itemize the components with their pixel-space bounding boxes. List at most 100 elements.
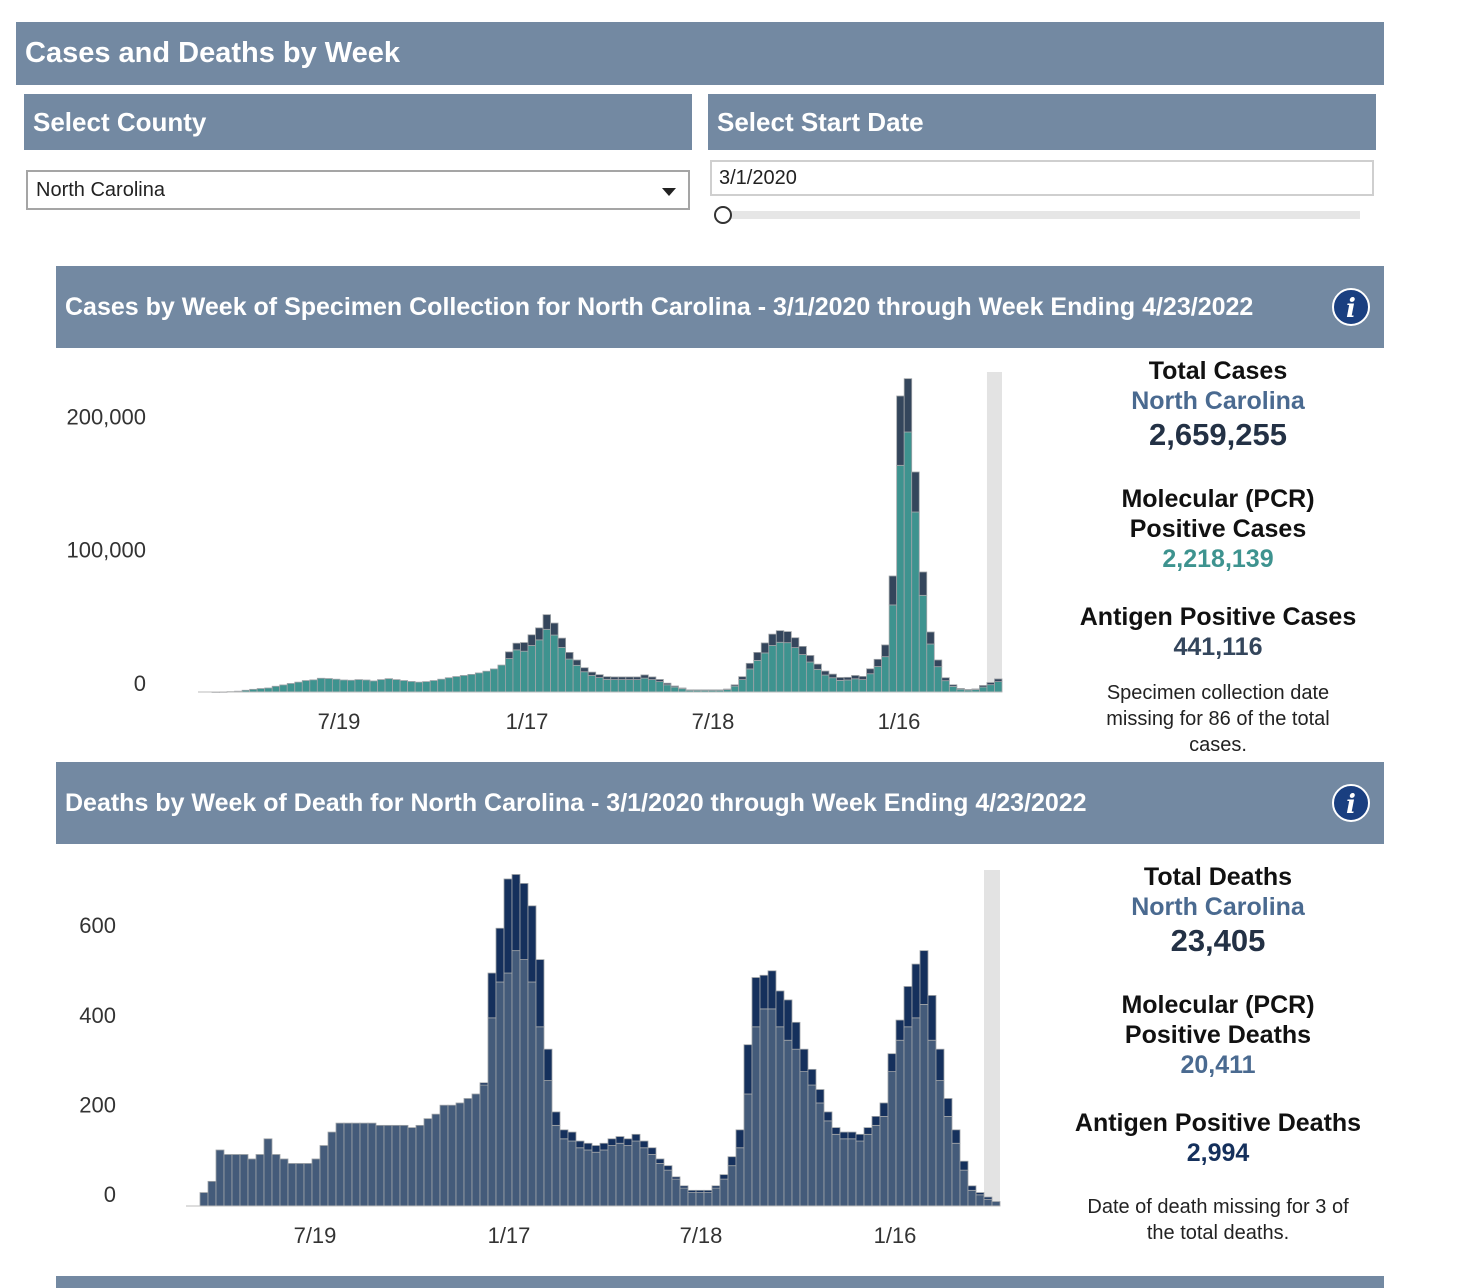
bar-antigen[interactable] [926, 631, 935, 645]
bar-pcr[interactable] [863, 1133, 873, 1207]
bar-pcr[interactable] [632, 679, 642, 693]
bar-pcr[interactable] [535, 1026, 545, 1207]
bar-pcr[interactable] [444, 677, 454, 693]
bar-pcr[interactable] [495, 981, 505, 1207]
bar-pcr[interactable] [933, 666, 943, 693]
bar-antigen[interactable] [813, 663, 822, 670]
bar-pcr[interactable] [474, 672, 484, 693]
bar-pcr[interactable] [903, 431, 913, 693]
bar-pcr[interactable] [805, 661, 815, 693]
bar-antigen[interactable] [873, 658, 883, 667]
bar-pcr[interactable] [511, 950, 521, 1207]
bar-pcr[interactable] [711, 1187, 721, 1207]
bar-antigen[interactable] [836, 677, 845, 681]
bar-pcr[interactable] [557, 647, 567, 693]
bar-antigen[interactable] [567, 1131, 577, 1142]
bar-pcr[interactable] [617, 679, 627, 693]
bar-antigen[interactable] [745, 662, 755, 670]
bar-pcr[interactable] [383, 1124, 393, 1207]
bar-pcr[interactable] [575, 1147, 585, 1207]
bar-antigen[interactable] [640, 674, 649, 679]
bar-antigen[interactable] [753, 651, 762, 661]
bar-antigen[interactable] [881, 644, 890, 658]
bar-pcr[interactable] [580, 671, 589, 693]
bar-pcr[interactable] [775, 641, 785, 693]
bar-antigen[interactable] [791, 1021, 801, 1050]
bar-pcr[interactable] [655, 1163, 665, 1207]
bar-antigen[interactable] [783, 999, 793, 1041]
bar-pcr[interactable] [858, 679, 867, 693]
bar-pcr[interactable] [279, 684, 288, 693]
bar-pcr[interactable] [911, 1017, 921, 1207]
bar-antigen[interactable] [575, 1140, 585, 1149]
bar-pcr[interactable] [735, 1147, 745, 1207]
start-date-slider-track[interactable] [722, 211, 1360, 219]
bar-antigen[interactable] [738, 676, 747, 680]
bar-pcr[interactable] [567, 1140, 577, 1207]
bar-pcr[interactable] [347, 679, 356, 693]
bar-pcr[interactable] [239, 1154, 249, 1207]
bar-pcr[interactable] [911, 511, 920, 693]
bar-pcr[interactable] [815, 1102, 825, 1207]
bar-antigen[interactable] [565, 651, 574, 660]
bar-pcr[interactable] [730, 685, 740, 693]
bar-pcr[interactable] [873, 666, 883, 693]
bar-antigen[interactable] [730, 684, 740, 687]
bar-pcr[interactable] [631, 1140, 641, 1207]
bar-pcr[interactable] [343, 1122, 353, 1207]
bar-pcr[interactable] [565, 658, 574, 693]
bar-pcr[interactable] [595, 677, 604, 693]
bar-pcr[interactable] [991, 1201, 1001, 1207]
bar-antigen[interactable] [678, 687, 687, 690]
bar-pcr[interactable] [655, 681, 664, 693]
bar-antigen[interactable] [783, 631, 792, 644]
bar-antigen[interactable] [647, 676, 657, 680]
bar-pcr[interactable] [979, 686, 988, 693]
bar-antigen[interactable] [527, 634, 536, 646]
bar-pcr[interactable] [375, 1124, 385, 1207]
bar-pcr[interactable] [625, 679, 634, 693]
bar-antigen[interactable] [703, 1189, 713, 1193]
bar-pcr[interactable] [324, 678, 333, 693]
bar-antigen[interactable] [896, 395, 905, 466]
bar-pcr[interactable] [831, 1133, 841, 1207]
bar-antigen[interactable] [951, 1129, 961, 1144]
county-select[interactable]: North Carolina [26, 170, 690, 210]
bar-antigen[interactable] [879, 1102, 889, 1117]
bar-antigen[interactable] [975, 1192, 985, 1196]
bar-antigen[interactable] [828, 673, 837, 679]
bar-antigen[interactable] [863, 1127, 873, 1135]
bar-pcr[interactable] [791, 1048, 801, 1207]
bar-antigen[interactable] [807, 1068, 817, 1086]
bar-antigen[interactable] [911, 963, 921, 1019]
bar-pcr[interactable] [231, 1154, 241, 1207]
bar-pcr[interactable] [271, 685, 281, 693]
bar-pcr[interactable] [399, 1124, 409, 1207]
bar-antigen[interactable] [495, 927, 505, 983]
bar-pcr[interactable] [983, 1198, 993, 1207]
bar-pcr[interactable] [888, 604, 898, 693]
bar-pcr[interactable] [583, 1149, 593, 1207]
bar-pcr[interactable] [309, 679, 318, 693]
bar-antigen[interactable] [617, 676, 627, 680]
bar-pcr[interactable] [459, 675, 469, 693]
bar-pcr[interactable] [452, 676, 461, 693]
bar-pcr[interactable] [881, 656, 890, 693]
bar-pcr[interactable] [415, 1124, 425, 1207]
bar-antigen[interactable] [503, 878, 513, 974]
bar-pcr[interactable] [879, 1115, 889, 1207]
bar-pcr[interactable] [542, 628, 551, 693]
bar-antigen[interactable] [607, 1138, 617, 1146]
bar-pcr[interactable] [843, 679, 852, 693]
bar-pcr[interactable] [887, 1071, 897, 1207]
bar-pcr[interactable] [489, 668, 499, 693]
bar-pcr[interactable] [303, 1163, 313, 1207]
bar-pcr[interactable] [543, 1080, 553, 1207]
bar-pcr[interactable] [783, 1039, 793, 1207]
bar-antigen[interactable] [799, 1048, 809, 1072]
bar-pcr[interactable] [828, 677, 837, 693]
bar-pcr[interactable] [223, 1154, 233, 1207]
bar-pcr[interactable] [327, 1131, 337, 1207]
bar-pcr[interactable] [967, 1189, 977, 1207]
bar-antigen[interactable] [727, 1156, 737, 1167]
